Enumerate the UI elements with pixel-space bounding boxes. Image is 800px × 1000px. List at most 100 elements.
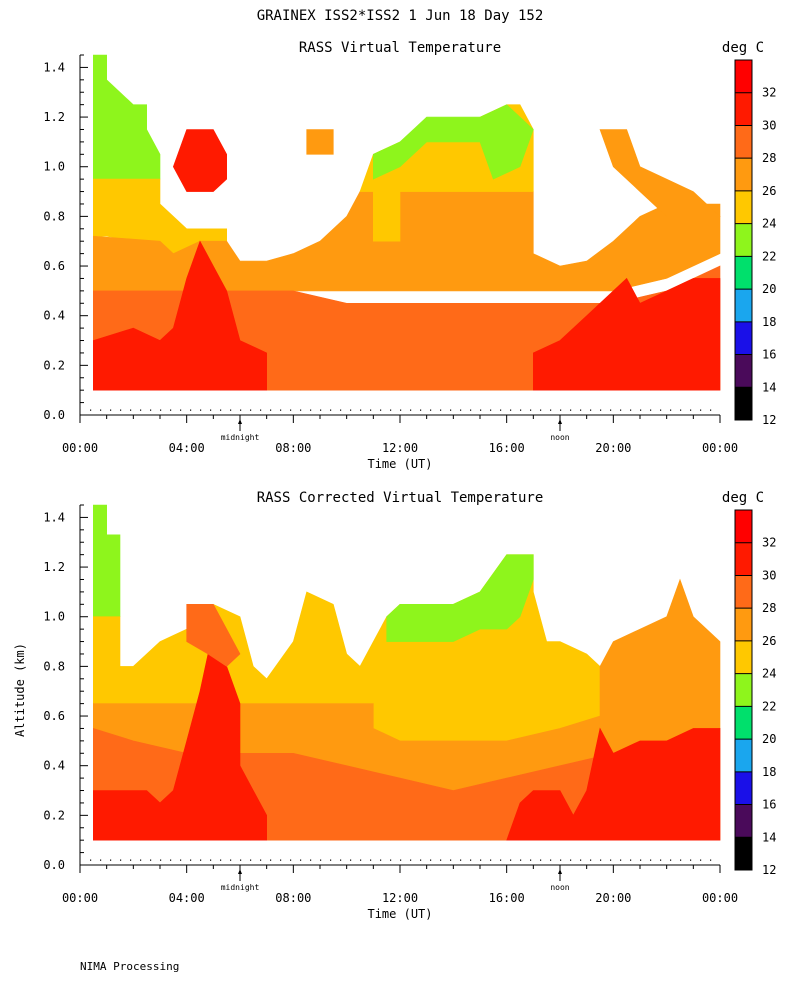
range-gate-dot [220, 859, 222, 861]
range-gate-dot [430, 409, 432, 411]
range-gate-dot [630, 409, 632, 411]
colorbar-swatch [735, 542, 752, 576]
range-gate-dot [620, 409, 622, 411]
y-tick-label: 0.2 [43, 358, 65, 372]
colorbar-tick-label: 24 [762, 667, 776, 681]
colorbar-swatch [735, 575, 752, 609]
x-tick-label: 12:00 [382, 441, 418, 455]
colorbar: 12 14 16 18 20 22 24 26 28 30 32 [734, 509, 776, 877]
range-gate-dot [640, 409, 642, 411]
range-gate-dot [700, 409, 702, 411]
range-gate-dot [440, 859, 442, 861]
range-gate-dot [160, 859, 162, 861]
range-gate-dot [410, 409, 412, 411]
y-tick-label: 0.0 [43, 408, 65, 422]
range-gate-dot [530, 859, 532, 861]
range-gate-dot [90, 409, 92, 411]
range-gate-dot [680, 859, 682, 861]
colorbar-swatch [735, 771, 752, 805]
range-gate-dot [490, 859, 492, 861]
colorbar-tick-label: 18 [762, 765, 776, 779]
range-gate-dot [660, 409, 662, 411]
colorbar-swatch [735, 387, 752, 420]
range-gate-dot [470, 859, 472, 861]
colorbar-tick-label: 22 [762, 699, 776, 713]
x-tick-label: 00:00 [62, 891, 98, 905]
x-axis-label: Time (UT) [367, 457, 432, 471]
range-gate-dot [710, 409, 712, 411]
range-gate-dot [230, 859, 232, 861]
axes: 0.0 0.2 0.4 0.6 0.8 1.0 1.2 1.4 00:00 04:00 08:00 1… [43, 504, 738, 905]
noon-marker-arrow [558, 869, 562, 874]
range-gate-dot [140, 409, 142, 411]
range-gate-dot [400, 859, 402, 861]
range-gate-dot [250, 409, 252, 411]
contour-band-b22 [93, 54, 161, 180]
range-gate-dot [700, 859, 702, 861]
range-gate-dot [210, 859, 212, 861]
colorbar-tick-label: 30 [762, 568, 776, 582]
colorbar-tick-label: 28 [762, 601, 776, 615]
colorbar-unit: deg C [722, 490, 764, 506]
range-gate-dot [630, 859, 632, 861]
range-gate-dot [310, 409, 312, 411]
range-gate-dot [430, 859, 432, 861]
range-gate-dot [400, 409, 402, 411]
range-gate-dot [110, 859, 112, 861]
range-gate-dot [640, 859, 642, 861]
contour-band-b26 [306, 129, 334, 155]
range-gate-dot [650, 409, 652, 411]
range-gate-dot [350, 409, 352, 411]
range-gate-dot [380, 859, 382, 861]
colorbar-tick-label: 24 [762, 217, 776, 231]
range-gate-dot [600, 409, 602, 411]
colorbar-swatch [735, 256, 752, 290]
colorbar-tick-label: 20 [762, 282, 776, 296]
range-gate-dot [580, 409, 582, 411]
range-gate-dot [260, 859, 262, 861]
contour-band-b22 [372, 104, 534, 180]
contour-band-b24 [359, 554, 601, 742]
y-tick-label: 1.2 [43, 560, 65, 574]
figure-title: GRAINEX ISS2*ISS2 1 Jun 18 Day 152 [257, 8, 544, 24]
colorbar-tick-label: 16 [762, 798, 776, 812]
x-tick-label: 20:00 [595, 441, 631, 455]
panel-title: RASS Virtual Temperature [299, 40, 501, 56]
midnight-label: midnight [221, 883, 260, 892]
y-tick-label: 0.0 [43, 858, 65, 872]
colorbar-swatch [735, 354, 752, 388]
colorbar-swatch [735, 510, 752, 543]
range-gate-dot [150, 859, 152, 861]
range-gate-dot [370, 859, 372, 861]
contour-band-b30 [93, 240, 268, 391]
range-gate-dot [200, 409, 202, 411]
range-gate-dot [320, 409, 322, 411]
range-gate-dot [170, 859, 172, 861]
colorbar-swatch [735, 608, 752, 641]
range-gate-dot [370, 409, 372, 411]
midnight-marker-arrow [238, 419, 242, 424]
range-gate-dot [610, 859, 612, 861]
range-gate-dot [490, 409, 492, 411]
colorbar-swatch [735, 190, 752, 224]
range-gate-dot [190, 859, 192, 861]
contour-band-b28 [186, 603, 241, 667]
range-gate-dot [570, 409, 572, 411]
range-gate-dot [620, 859, 622, 861]
range-gate-dot [390, 409, 392, 411]
x-tick-label: 08:00 [275, 441, 311, 455]
range-gate-dot [690, 859, 692, 861]
x-tick-label: 04:00 [169, 891, 205, 905]
y-tick-label: 0.8 [43, 659, 65, 673]
range-gate-dot [600, 859, 602, 861]
range-gate-dot [650, 859, 652, 861]
range-gate-dot [570, 859, 572, 861]
range-gate-dot [210, 409, 212, 411]
range-gate-dot [590, 859, 592, 861]
range-gate-dot [530, 409, 532, 411]
colorbar-tick-label: 12 [762, 413, 776, 427]
colorbar-tick-label: 18 [762, 315, 776, 329]
x-tick-label: 00:00 [62, 441, 98, 455]
y-tick-label: 0.2 [43, 808, 65, 822]
